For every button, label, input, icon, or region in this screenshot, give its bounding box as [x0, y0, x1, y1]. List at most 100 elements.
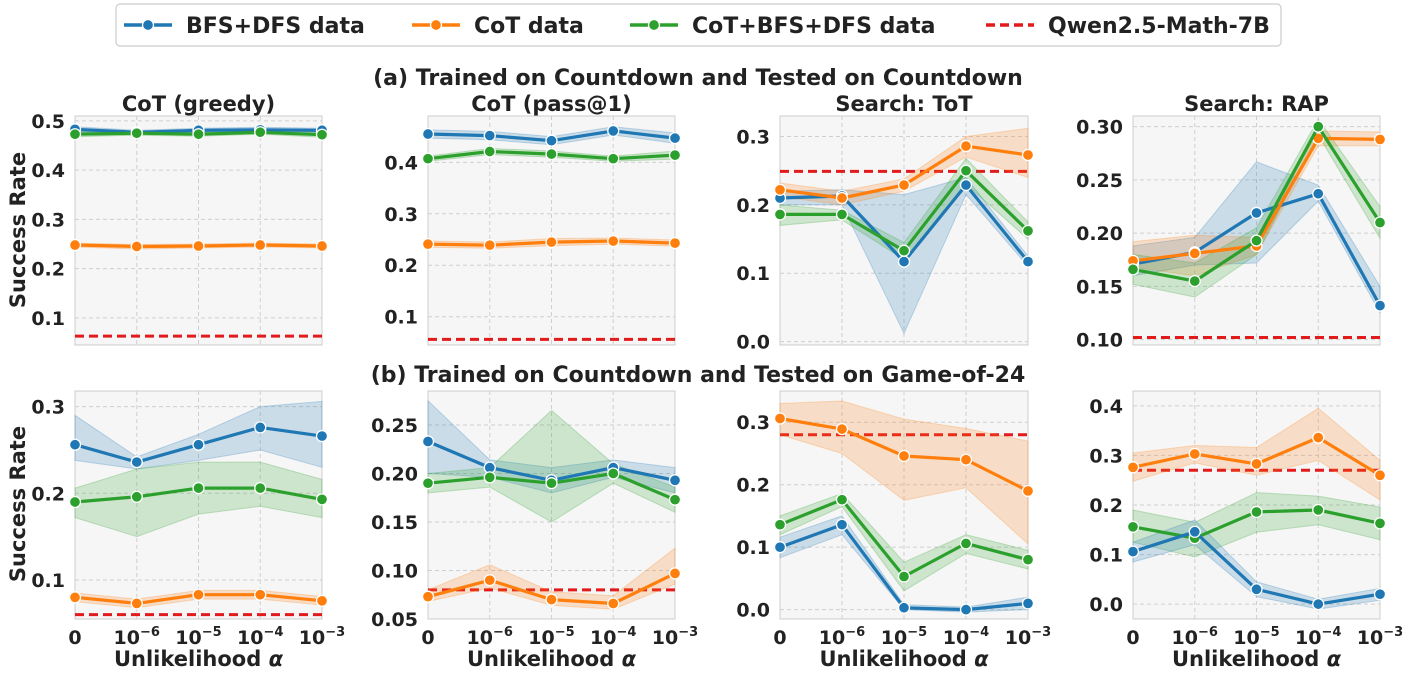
ci-band-bfsdfs — [74, 400, 323, 470]
data-point-cotbfsdfs — [254, 481, 267, 495]
data-point-bfsdfs — [897, 255, 911, 268]
data-point-cot — [773, 183, 787, 196]
data-point-cotbfsdfs — [1373, 517, 1387, 530]
data-point-bfsdfs — [1250, 206, 1263, 220]
y-axis-label-row-b: Success Rate — [6, 426, 30, 582]
data-point-cotbfsdfs — [668, 493, 682, 506]
data-point-cot — [315, 239, 329, 253]
legend-label-cot: CoT data — [474, 14, 584, 39]
data-point-cot — [773, 412, 787, 425]
data-point-cotbfsdfs — [1250, 505, 1263, 519]
y-tick-label: 0.3 — [1089, 445, 1123, 467]
x-tick-label: 10−4 — [943, 625, 989, 649]
data-point-cot — [1373, 469, 1387, 482]
data-point-bfsdfs — [421, 127, 435, 141]
data-point-bfsdfs — [835, 518, 849, 531]
data-point-cotbfsdfs — [835, 493, 849, 506]
data-point-cotbfsdfs — [773, 518, 787, 531]
panel-1-2: 0.0 0.1 0.2 0.3 0 10−6 10−5 10−4 10−3 Unlikelihoo… — [736, 390, 1051, 671]
data-point-cotbfsdfs — [668, 148, 682, 162]
data-point-cot — [315, 594, 329, 607]
x-axis-label: Unlikelihood α — [1172, 647, 1342, 671]
data-point-cot — [1188, 247, 1201, 260]
data-point-cot — [835, 422, 849, 436]
data-point-cot — [68, 238, 82, 252]
row-a-title: (a) Trained on Countdown and Tested on C… — [373, 66, 1023, 91]
data-point-cotbfsdfs — [421, 477, 435, 490]
data-point-bfsdfs — [959, 603, 973, 616]
ci-band-bfsdfs — [779, 515, 1029, 613]
x-tick-label: 0 — [68, 627, 81, 649]
y-tick-label: 0.30 — [1076, 117, 1123, 139]
data-point-cotbfsdfs — [315, 128, 329, 141]
data-point-bfsdfs — [1373, 299, 1387, 312]
data-point-bfsdfs — [1188, 525, 1201, 538]
data-point-bfsdfs — [1373, 588, 1387, 601]
y-tick-label: 0.3 — [736, 412, 770, 434]
data-point-cotbfsdfs — [1312, 503, 1325, 517]
x-tick-label: 10−4 — [237, 625, 283, 649]
data-point-bfsdfs — [315, 429, 329, 443]
data-point-cotbfsdfs — [421, 152, 435, 165]
data-point-cot — [254, 238, 267, 252]
data-point-cotbfsdfs — [607, 152, 620, 165]
x-tick-label: 10−6 — [114, 625, 160, 649]
data-point-cot — [254, 588, 267, 601]
data-point-cot — [1126, 461, 1140, 474]
y-tick-label: 0.2 — [1089, 495, 1123, 517]
y-tick-label: 0.0 — [736, 600, 770, 622]
data-point-cot — [68, 591, 82, 604]
data-point-cotbfsdfs — [607, 467, 620, 480]
legend-label-bfsdfs: BFS+DFS data — [186, 14, 365, 39]
data-point-cot — [607, 597, 620, 610]
data-point-bfsdfs — [1126, 545, 1140, 558]
x-tick-label: 0 — [421, 627, 434, 649]
data-point-cotbfsdfs — [959, 537, 973, 550]
data-point-bfsdfs — [192, 438, 205, 451]
data-point-cot — [959, 139, 973, 153]
data-point-cotbfsdfs — [130, 127, 143, 140]
data-point-cotbfsdfs — [1021, 553, 1035, 566]
data-point-cotbfsdfs — [897, 570, 911, 583]
x-tick-label: 10−6 — [1172, 625, 1218, 649]
data-point-cotbfsdfs — [897, 244, 911, 257]
y-tick-label: 0.15 — [1076, 276, 1123, 298]
data-point-cot — [1021, 484, 1035, 498]
data-point-cot — [1250, 457, 1263, 471]
legend-item-bfsdfs: BFS+DFS data — [124, 14, 365, 39]
y-tick-label: 0.4 — [384, 152, 418, 174]
x-tick-label: 10−3 — [1357, 625, 1403, 649]
data-point-bfsdfs — [421, 435, 435, 448]
x-axis-label: Unlikelihood α — [819, 647, 989, 671]
y-tick-label: 0.20 — [1076, 223, 1123, 245]
data-point-bfsdfs — [545, 134, 558, 147]
data-point-cotbfsdfs — [68, 128, 82, 141]
y-tick-label: 0.25 — [371, 415, 418, 437]
data-point-cotbfsdfs — [130, 490, 143, 503]
y-tick-label: 0.1 — [736, 263, 770, 285]
y-tick-label: 0.1 — [1089, 545, 1123, 567]
data-point-cotbfsdfs — [959, 164, 973, 177]
data-point-cotbfsdfs — [315, 493, 329, 506]
data-point-cot — [668, 236, 682, 250]
data-point-bfsdfs — [483, 129, 496, 142]
legend-item-cotbfsdfs: CoT+BFS+DFS data — [630, 14, 936, 39]
data-point-bfsdfs — [1312, 597, 1325, 611]
data-point-cotbfsdfs — [773, 208, 787, 221]
y-tick-label: 0.2 — [736, 475, 770, 497]
data-point-bfsdfs — [668, 474, 682, 487]
data-point-cot — [1021, 148, 1035, 162]
y-axis-label-row-a: Success Rate — [6, 152, 30, 308]
data-point-cotbfsdfs — [254, 126, 267, 139]
data-point-bfsdfs — [68, 438, 82, 451]
legend-label-qwen: Qwen2.5-Math-7B — [1048, 14, 1270, 39]
data-point-cot — [897, 178, 911, 192]
data-point-cot — [897, 449, 911, 463]
ci-band-cot — [1132, 407, 1381, 501]
y-tick-label: 0.15 — [371, 512, 418, 534]
data-point-bfsdfs — [959, 178, 973, 192]
data-point-cotbfsdfs — [1250, 234, 1263, 247]
data-point-cot — [421, 590, 435, 603]
y-tick-label: 0.2 — [736, 195, 770, 217]
